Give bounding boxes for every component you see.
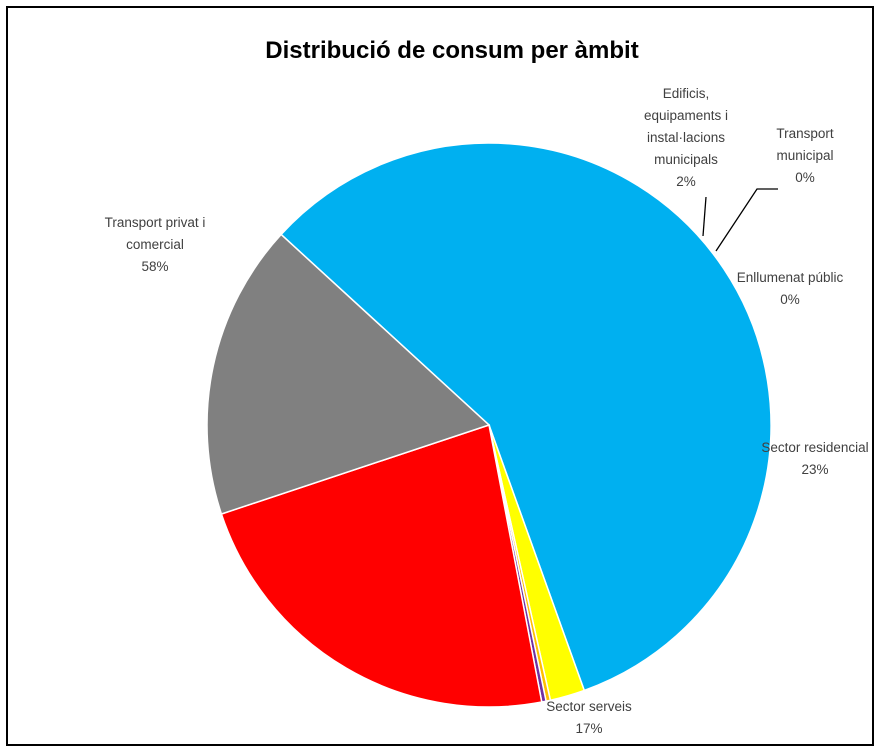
- data-label-5: Sector residencial 23%: [761, 440, 868, 477]
- data-label-1: Transport privat i comercial 58%: [105, 215, 206, 274]
- chart-title: Distribució de consum per àmbit: [265, 37, 638, 64]
- data-label-6: Sector serveis 17%: [546, 699, 632, 736]
- leader-line-3: [716, 189, 778, 251]
- leader-line-2: [703, 197, 706, 236]
- data-label-2: Edificis, equipaments i instal·lacions muni…: [644, 86, 728, 189]
- data-label-3: Transport municipal 0%: [776, 126, 834, 185]
- data-label-4: Enllumenat públic 0%: [737, 270, 844, 307]
